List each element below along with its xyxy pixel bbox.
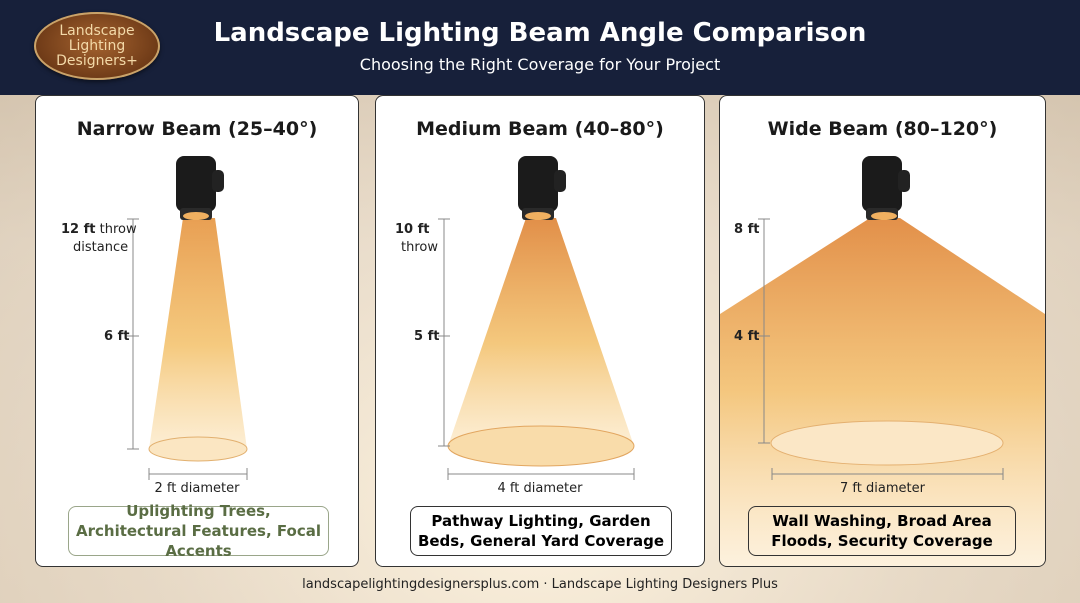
fixture-icon bbox=[518, 156, 566, 220]
height-scale bbox=[438, 218, 450, 447]
use-case-box: Uplighting Trees, Architectural Features… bbox=[68, 502, 329, 560]
fixture-icon bbox=[176, 156, 224, 220]
throw-label: 12 ft throw bbox=[61, 222, 137, 237]
beam-spot bbox=[770, 420, 1004, 466]
use-case-box: Wall Washing, Broad Area Floods, Securit… bbox=[748, 506, 1016, 556]
medium-beam-illustration bbox=[438, 156, 635, 480]
throw-value: 10 ft bbox=[395, 222, 430, 237]
use-case-box: Pathway Lighting, Garden Beds, General Y… bbox=[410, 506, 672, 556]
header-banner: Landscape Lighting Designers+ Landscape … bbox=[0, 0, 1080, 95]
logo-text: Landscape Lighting Designers+ bbox=[56, 22, 138, 69]
height-scale bbox=[127, 218, 139, 450]
throw-label-line2: distance bbox=[73, 240, 129, 255]
throw-value: 12 ft bbox=[61, 222, 96, 237]
fixture-icon bbox=[862, 156, 910, 220]
height-scale bbox=[758, 218, 770, 444]
throw-label: 10 ft bbox=[395, 222, 430, 237]
diameter-scale bbox=[771, 468, 1004, 480]
diameter-scale bbox=[148, 468, 248, 480]
diameter-scale bbox=[447, 468, 635, 480]
brand-logo: Landscape Lighting Designers+ bbox=[34, 12, 160, 80]
medium-beam-card: Medium Beam (40–80°) 10 ft throw 5 ft 4 … bbox=[375, 95, 705, 567]
throw-value: 8 ft bbox=[734, 222, 760, 237]
throw-suffix: throw bbox=[99, 222, 137, 237]
mid-height-value: 4 ft bbox=[734, 329, 760, 344]
beam-cone bbox=[720, 218, 1045, 566]
diameter-label: 4 ft diameter bbox=[497, 481, 583, 496]
beam-spot bbox=[148, 436, 248, 462]
throw-label: 8 ft bbox=[734, 222, 759, 237]
beam-cone bbox=[448, 218, 634, 446]
beam-spot bbox=[447, 425, 635, 467]
mid-height-label: 5 ft bbox=[414, 329, 439, 344]
footer-credit: landscapelightingdesignersplus.com · Lan… bbox=[302, 577, 778, 592]
page-subtitle: Choosing the Right Coverage for Your Pro… bbox=[359, 55, 721, 74]
card-title: Medium Beam (40–80°) bbox=[416, 118, 664, 140]
mid-height-value: 6 ft bbox=[104, 329, 130, 344]
mid-height-value: 5 ft bbox=[414, 329, 440, 344]
wide-beam-card: Wide Beam (80–120°) 8 ft 4 ft 7 ft diame… bbox=[719, 95, 1046, 567]
diameter-label: 2 ft diameter bbox=[154, 481, 240, 496]
card-title: Narrow Beam (25–40°) bbox=[76, 118, 318, 140]
narrow-beam-card: Narrow Beam (25–40°) 12 ft throw distanc… bbox=[35, 95, 359, 567]
mid-height-label: 6 ft bbox=[104, 329, 129, 344]
throw-label-line2: throw bbox=[401, 240, 438, 255]
narrow-beam-illustration bbox=[127, 156, 248, 480]
beam-cone bbox=[149, 218, 247, 449]
page-title: Landscape Lighting Beam Angle Comparison bbox=[213, 18, 867, 48]
diameter-label: 7 ft diameter bbox=[840, 481, 925, 496]
mid-height-label: 4 ft bbox=[734, 329, 759, 344]
card-title: Wide Beam (80–120°) bbox=[767, 118, 998, 140]
wide-beam-illustration bbox=[720, 156, 1045, 566]
